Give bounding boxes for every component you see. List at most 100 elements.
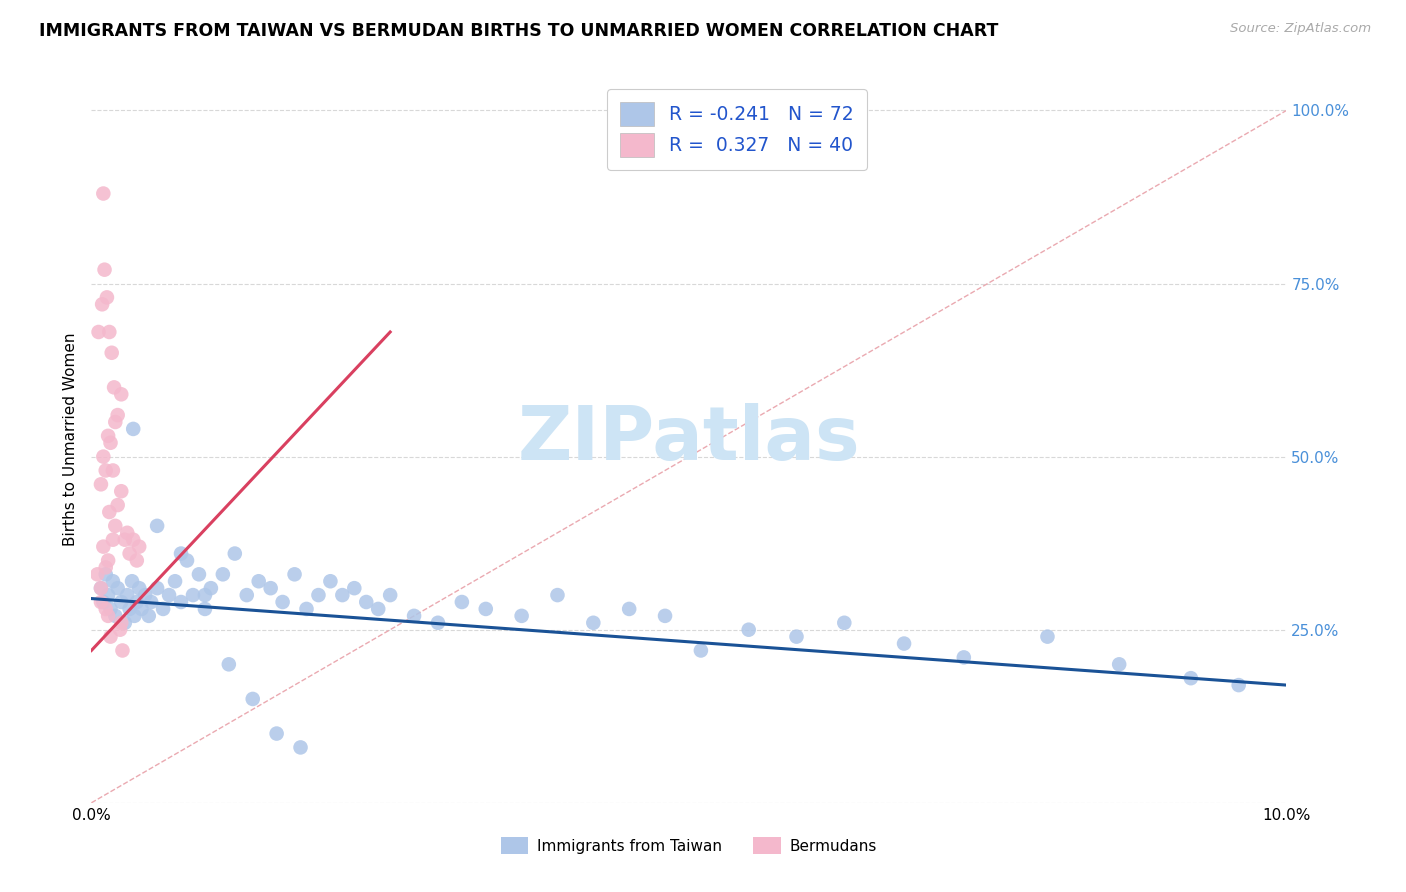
Point: [90, 595, 112, 609]
Point: [176, 553, 198, 567]
Point: [689, 643, 711, 657]
Point: [224, 547, 246, 561]
Point: [141, 595, 163, 609]
Point: [170, 595, 193, 609]
Point: [101, 463, 124, 477]
Point: [128, 540, 150, 554]
Point: [475, 602, 498, 616]
Point: [380, 588, 402, 602]
Point: [893, 636, 915, 650]
Point: [90, 477, 112, 491]
Point: [90, 581, 112, 595]
Point: [91, 297, 114, 311]
Point: [146, 581, 169, 595]
Point: [104, 519, 127, 533]
Point: [124, 608, 146, 623]
Legend: Immigrants from Taiwan, Bermudans: Immigrants from Taiwan, Bermudans: [495, 830, 883, 861]
Point: [343, 581, 366, 595]
Point: [290, 740, 312, 755]
Point: [152, 602, 174, 616]
Point: [118, 547, 141, 561]
Point: [114, 533, 136, 547]
Point: [953, 650, 976, 665]
Point: [125, 595, 148, 609]
Point: [108, 623, 131, 637]
Point: [1227, 678, 1250, 692]
Point: [122, 422, 145, 436]
Point: [242, 692, 264, 706]
Point: [96, 290, 118, 304]
Point: [284, 567, 307, 582]
Point: [271, 595, 294, 609]
Point: [134, 588, 156, 602]
Point: [100, 602, 122, 616]
Point: [101, 533, 124, 547]
Point: [785, 630, 807, 644]
Point: [307, 588, 329, 602]
Point: [319, 574, 342, 589]
Point: [128, 581, 150, 595]
Point: [200, 581, 222, 595]
Point: [98, 325, 121, 339]
Point: [100, 435, 122, 450]
Point: [100, 630, 122, 644]
Point: [122, 533, 145, 547]
Point: [1108, 657, 1130, 672]
Point: [266, 726, 288, 740]
Point: [110, 615, 132, 630]
Point: [194, 588, 217, 602]
Point: [93, 262, 115, 277]
Point: [157, 588, 180, 602]
Point: [582, 615, 605, 630]
Point: [163, 574, 186, 589]
Point: [94, 567, 117, 582]
Point: [367, 602, 389, 616]
Point: [181, 588, 204, 602]
Point: [354, 595, 377, 609]
Point: [111, 643, 134, 657]
Point: [832, 615, 855, 630]
Point: [86, 567, 108, 582]
Y-axis label: Births to Unmarried Women: Births to Unmarried Women: [62, 333, 77, 546]
Point: [110, 595, 132, 609]
Text: IMMIGRANTS FROM TAIWAN VS BERMUDAN BIRTHS TO UNMARRIED WOMEN CORRELATION CHART: IMMIGRANTS FROM TAIWAN VS BERMUDAN BIRTH…: [39, 22, 998, 40]
Point: [510, 608, 533, 623]
Point: [93, 540, 115, 554]
Point: [110, 484, 132, 499]
Point: [121, 574, 143, 589]
Point: [104, 415, 127, 429]
Point: [98, 505, 121, 519]
Point: [107, 408, 129, 422]
Point: [427, 615, 450, 630]
Point: [138, 608, 160, 623]
Point: [94, 463, 117, 477]
Point: [547, 588, 569, 602]
Point: [97, 608, 120, 623]
Point: [218, 657, 240, 672]
Point: [194, 602, 217, 616]
Point: [1180, 671, 1202, 685]
Point: [107, 498, 129, 512]
Point: [114, 615, 136, 630]
Point: [101, 574, 124, 589]
Point: [235, 588, 259, 602]
Point: [118, 602, 141, 616]
Point: [211, 567, 233, 582]
Point: [100, 345, 122, 359]
Point: [1036, 630, 1059, 644]
Point: [115, 588, 138, 602]
Point: [146, 519, 169, 533]
Point: [115, 525, 138, 540]
Point: [103, 380, 125, 394]
Point: [295, 602, 318, 616]
Point: [93, 186, 115, 201]
Point: [170, 547, 193, 561]
Point: [110, 387, 132, 401]
Point: [94, 560, 117, 574]
Point: [97, 429, 120, 443]
Point: [94, 602, 117, 616]
Point: [450, 595, 472, 609]
Point: [97, 553, 120, 567]
Point: [404, 608, 426, 623]
Text: ZIPatlas: ZIPatlas: [517, 403, 860, 475]
